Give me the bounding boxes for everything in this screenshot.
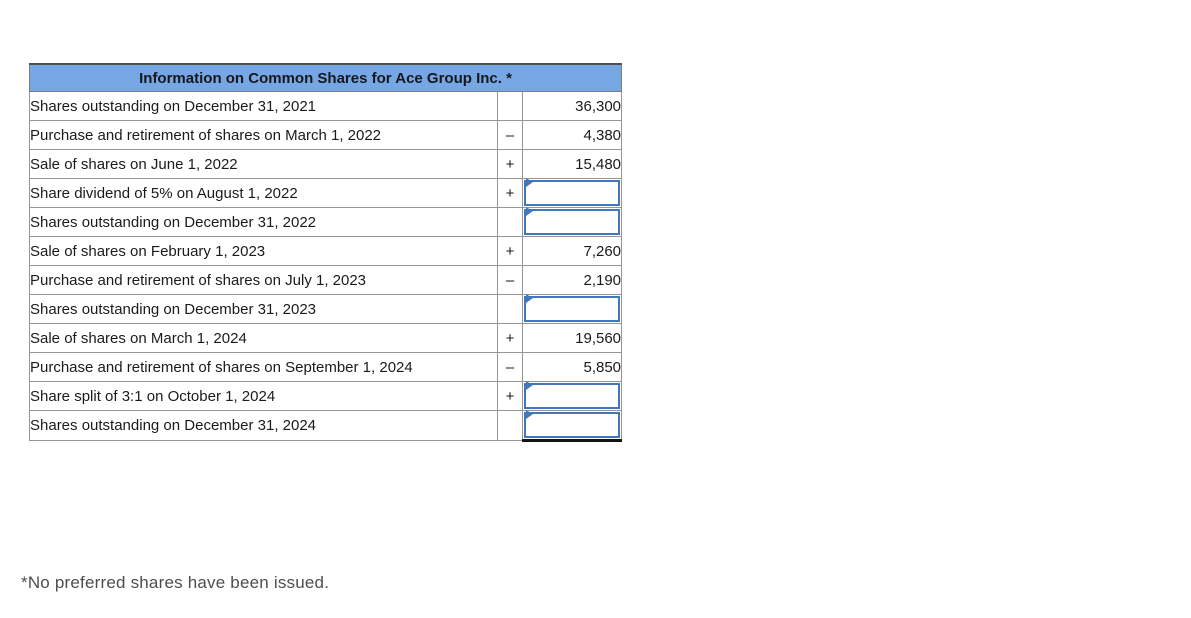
common-shares-table: Information on Common Shares for Ace Gro… xyxy=(28,63,623,442)
table-row: Purchase and retirement of shares on Mar… xyxy=(29,120,623,150)
value-cell: 19,560 xyxy=(521,323,623,353)
value-cell xyxy=(521,294,623,324)
table-row: Sale of shares on February 1, 2023 +7,260 xyxy=(29,236,623,266)
value-cell xyxy=(521,410,623,442)
row-label: Share dividend of 5% on August 1, 2022 xyxy=(29,178,498,208)
row-label: Purchase and retirement of shares on Sep… xyxy=(29,352,498,382)
answer-input-box[interactable] xyxy=(524,207,621,235)
value-cell: 7,260 xyxy=(521,236,623,266)
answer-input[interactable] xyxy=(526,298,619,320)
table-row: Share dividend of 5% on August 1, 2022 + xyxy=(29,178,623,208)
sign-cell: + xyxy=(497,149,523,179)
sign-cell: + xyxy=(497,178,523,208)
answer-input-box[interactable] xyxy=(524,381,621,409)
value-cell: 5,850 xyxy=(521,352,623,382)
table-row: Shares outstanding on December 31, 2022 xyxy=(29,207,623,237)
value-cell: 36,300 xyxy=(521,91,623,121)
table-body: Shares outstanding on December 31, 2021 3… xyxy=(29,91,623,442)
sign-cell xyxy=(497,294,523,324)
row-label: Shares outstanding on December 31, 2023 xyxy=(29,294,498,324)
value-cell xyxy=(521,381,623,411)
answer-input-box[interactable] xyxy=(524,410,621,438)
footnote: *No preferred shares have been issued. xyxy=(21,573,330,592)
table-row: Shares outstanding on December 31, 2021 3… xyxy=(29,91,623,121)
value-cell xyxy=(521,207,623,237)
table-row: Shares outstanding on December 31, 2023 xyxy=(29,294,623,324)
table-header-row: Information on Common Shares for Ace Gro… xyxy=(28,63,623,92)
value-cell: 2,190 xyxy=(521,265,623,295)
row-label: Purchase and retirement of shares on Mar… xyxy=(29,120,498,150)
answer-input-box[interactable] xyxy=(524,178,621,206)
row-label: Shares outstanding on December 31, 2024 xyxy=(29,410,498,441)
value-cell: 15,480 xyxy=(521,149,623,179)
table-title: Information on Common Shares for Ace Gro… xyxy=(28,63,623,92)
sign-cell: – xyxy=(497,265,523,295)
table-row: Sale of shares on March 1, 2024 +19,560 xyxy=(29,323,623,353)
row-label: Purchase and retirement of shares on Jul… xyxy=(29,265,498,295)
table-row: Sale of shares on June 1, 2022 +15,480 xyxy=(29,149,623,179)
table-row: Purchase and retirement of shares on Sep… xyxy=(29,352,623,382)
sign-cell xyxy=(497,410,523,441)
value-cell: 4,380 xyxy=(521,120,623,150)
sign-cell: – xyxy=(497,120,523,150)
sign-cell: – xyxy=(497,352,523,382)
answer-input[interactable] xyxy=(526,211,619,233)
row-label: Sale of shares on June 1, 2022 xyxy=(29,149,498,179)
table-row: Shares outstanding on December 31, 2024 xyxy=(29,410,623,442)
row-label: Shares outstanding on December 31, 2022 xyxy=(29,207,498,237)
answer-input-box[interactable] xyxy=(524,294,621,322)
answer-input[interactable] xyxy=(526,182,619,204)
sign-cell xyxy=(497,91,523,121)
sign-cell xyxy=(497,207,523,237)
answer-input[interactable] xyxy=(526,414,619,436)
row-label: Share split of 3:1 on October 1, 2024 xyxy=(29,381,498,411)
sign-cell: + xyxy=(497,323,523,353)
table-row: Share split of 3:1 on October 1, 2024 + xyxy=(29,381,623,411)
value-cell xyxy=(521,178,623,208)
table-row: Purchase and retirement of shares on Jul… xyxy=(29,265,623,295)
sign-cell: + xyxy=(497,236,523,266)
row-label: Shares outstanding on December 31, 2021 xyxy=(29,91,498,121)
answer-input[interactable] xyxy=(526,385,619,407)
sign-cell: + xyxy=(497,381,523,411)
row-label: Sale of shares on February 1, 2023 xyxy=(29,236,498,266)
row-label: Sale of shares on March 1, 2024 xyxy=(29,323,498,353)
